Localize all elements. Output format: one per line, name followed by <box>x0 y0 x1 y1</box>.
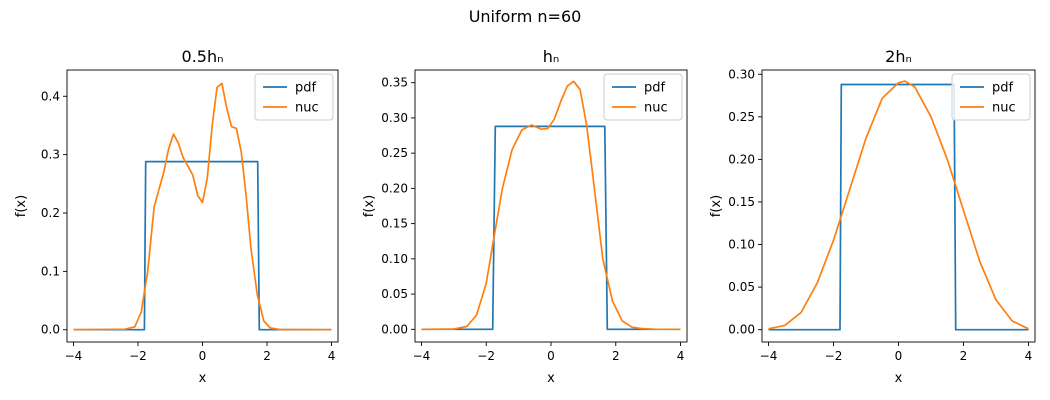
x-axis-label: x <box>547 371 555 386</box>
x-axis-label: x <box>895 371 903 386</box>
legend-box <box>951 73 1031 121</box>
x-tick-label: −4 <box>65 349 83 363</box>
y-tick-label: 0.10 <box>728 238 755 252</box>
figure-suptitle: Uniform n=60 <box>469 7 582 26</box>
y-tick-label: 0.30 <box>728 67 755 81</box>
y-axis-label: f(x) <box>14 195 29 217</box>
legend-label-nuc: nuc <box>295 101 319 116</box>
legend-label-nuc: nuc <box>992 101 1016 116</box>
legend-label-pdf: pdf <box>295 81 317 96</box>
x-tick-label: −4 <box>760 349 778 363</box>
series-line-pdf <box>768 83 1029 331</box>
y-tick-label: 0.15 <box>728 195 755 209</box>
y-tick-label: 0.05 <box>381 287 408 301</box>
y-axis-label: f(x) <box>362 195 377 217</box>
x-tick-label: 0 <box>895 349 903 363</box>
y-tick-label: 0.05 <box>728 280 755 294</box>
series-line-nuc <box>421 80 681 331</box>
subplot-3: −4 −2 0 2 4 0.00 0.05 0.10 0.15 0.20 0.25 0.30 2hₙ x f… <box>709 47 1036 386</box>
subplot-title: 2hₙ <box>885 47 912 66</box>
series-line-nuc <box>768 80 1029 330</box>
series-line-pdf <box>421 125 681 331</box>
x-tick-label: 4 <box>1025 349 1033 363</box>
series-line-nuc <box>73 82 332 331</box>
y-tick-label: 0.00 <box>381 322 408 336</box>
subplot-1: −4 −2 0 2 4 0.0 0.1 0.2 0.3 0.4 0.5hₙ x f(x) pdf nuc <box>14 47 339 386</box>
legend-box <box>254 73 334 121</box>
subplot-2: −4 −2 0 2 4 0.00 0.05 0.10 0.15 0.20 0.25 0.30 0.35 h… <box>362 47 688 386</box>
y-tick-label: 0.15 <box>381 217 408 231</box>
x-tick-label: −2 <box>477 349 495 363</box>
x-axis-label: x <box>199 371 207 386</box>
y-tick-label: 0.25 <box>381 146 408 160</box>
y-tick-label: 0.1 <box>41 264 60 278</box>
y-tick-label: 0.4 <box>41 89 60 103</box>
x-tick-label: 4 <box>328 349 336 363</box>
subplot-title: hₙ <box>543 47 560 66</box>
y-tick-label: 0.20 <box>381 181 408 195</box>
x-tick-label: 2 <box>612 349 620 363</box>
y-tick-label: 0.30 <box>381 111 408 125</box>
y-tick-label: 0.2 <box>41 206 60 220</box>
y-axis-label: f(x) <box>709 195 724 217</box>
y-tick-label: 0.10 <box>381 252 408 266</box>
x-tick-label: 0 <box>199 349 207 363</box>
y-tick-label: 0.0 <box>41 323 60 337</box>
x-tick-label: −2 <box>825 349 843 363</box>
x-tick-label: 0 <box>547 349 555 363</box>
legend-label-nuc: nuc <box>644 101 668 116</box>
y-tick-label: 0.35 <box>381 76 408 90</box>
legend-label-pdf: pdf <box>644 81 666 96</box>
legend-box <box>603 73 683 121</box>
y-tick-label: 0.25 <box>728 110 755 124</box>
series-line-pdf <box>73 160 332 331</box>
legend-label-pdf: pdf <box>992 81 1014 96</box>
y-tick-label: 0.00 <box>728 323 755 337</box>
subplot-title: 0.5hₙ <box>182 47 224 66</box>
x-tick-label: 2 <box>263 349 271 363</box>
x-tick-label: 2 <box>960 349 968 363</box>
x-tick-label: −2 <box>129 349 147 363</box>
x-tick-label: 4 <box>677 349 685 363</box>
x-tick-label: −4 <box>413 349 431 363</box>
y-tick-label: 0.3 <box>41 148 60 162</box>
y-tick-label: 0.20 <box>728 152 755 166</box>
